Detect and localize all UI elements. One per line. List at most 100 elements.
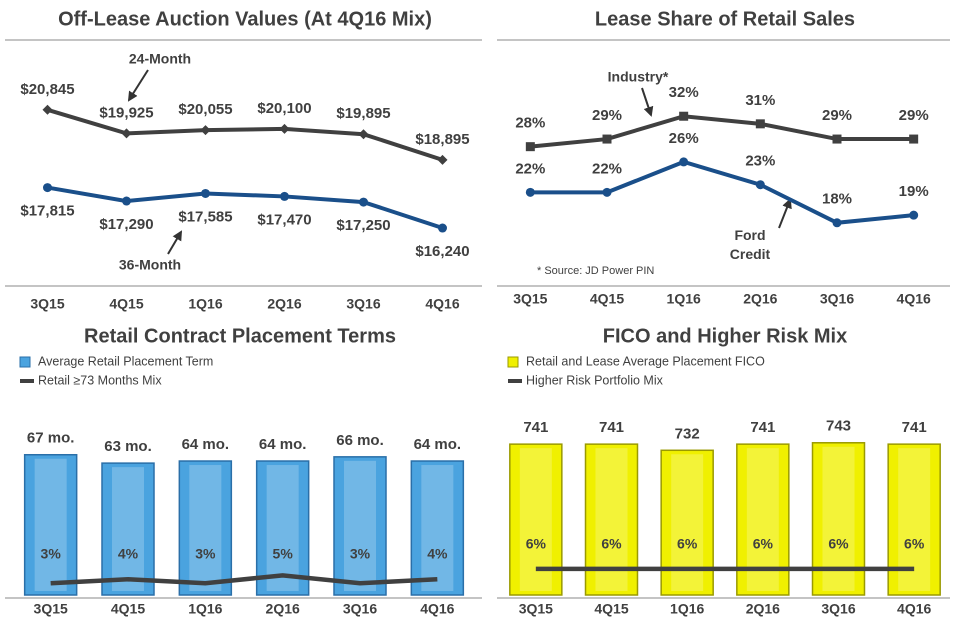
x-tick-label: 4Q15 bbox=[590, 291, 624, 307]
data-label: 4% bbox=[427, 546, 448, 562]
series-annotation: 36-Month bbox=[119, 257, 181, 273]
data-label: 18% bbox=[822, 191, 852, 208]
point bbox=[359, 197, 368, 207]
bar bbox=[333, 456, 387, 596]
legend-swatch bbox=[507, 356, 519, 368]
data-label: 63 mo. bbox=[104, 438, 152, 455]
x-tick-label: 2Q16 bbox=[267, 296, 301, 312]
data-label: 741 bbox=[902, 419, 927, 436]
data-label: $17,470 bbox=[257, 211, 311, 228]
data-label: 743 bbox=[826, 418, 851, 435]
point bbox=[122, 196, 131, 206]
point bbox=[42, 104, 53, 115]
data-label: 31% bbox=[745, 92, 775, 109]
x-tick-label: 4Q16 bbox=[420, 601, 454, 617]
x-tick-label: 1Q16 bbox=[188, 601, 222, 617]
point bbox=[280, 191, 289, 201]
series-annotation: 24-Month bbox=[129, 51, 191, 67]
x-tick-label: 1Q16 bbox=[188, 296, 222, 312]
point bbox=[201, 188, 210, 198]
point bbox=[755, 180, 765, 190]
data-label: 6% bbox=[601, 536, 622, 552]
data-label: $20,055 bbox=[178, 101, 232, 118]
x-tick-label: 2Q16 bbox=[266, 601, 300, 617]
point bbox=[602, 134, 612, 144]
point bbox=[43, 183, 52, 193]
point bbox=[438, 223, 447, 233]
x-tick-label: 3Q16 bbox=[821, 601, 855, 617]
series-annotation: Industry* bbox=[608, 69, 669, 85]
legend-label: Retail and Lease Average Placement FICO bbox=[526, 354, 765, 368]
data-label: 5% bbox=[273, 546, 294, 562]
data-label: $19,895 bbox=[336, 105, 390, 122]
line bbox=[47, 185, 444, 230]
data-label: 29% bbox=[899, 107, 929, 124]
data-label: 3% bbox=[41, 546, 62, 562]
data-label: 67 mo. bbox=[27, 430, 75, 447]
x-tick-label: 2Q16 bbox=[746, 601, 780, 617]
x-tick-label: 4Q16 bbox=[897, 291, 931, 307]
data-label: 29% bbox=[592, 107, 622, 124]
legend-swatch bbox=[19, 356, 31, 368]
line bbox=[530, 114, 914, 149]
data-label: 741 bbox=[599, 419, 624, 436]
point bbox=[279, 123, 290, 134]
bar bbox=[255, 460, 310, 596]
chart-title: Off-Lease Auction Values (At 4Q16 Mix) bbox=[58, 8, 432, 30]
data-label: 6% bbox=[904, 536, 925, 552]
x-tick-label: 2Q16 bbox=[743, 291, 777, 307]
data-label: $16,240 bbox=[415, 243, 469, 260]
x-tick-label: 3Q15 bbox=[34, 601, 68, 617]
bar-highlight bbox=[344, 460, 376, 591]
point bbox=[679, 111, 689, 121]
chart-title: Retail Contract Placement Terms bbox=[84, 325, 396, 347]
data-label: 64 mo. bbox=[182, 436, 230, 453]
line bbox=[530, 159, 914, 225]
legend-swatch bbox=[20, 379, 34, 383]
chart-title: Lease Share of Retail Sales bbox=[595, 8, 855, 30]
data-label: 64 mo. bbox=[259, 436, 307, 453]
data-label: 741 bbox=[750, 419, 775, 436]
separators bbox=[5, 39, 950, 599]
data-label: 28% bbox=[515, 115, 545, 132]
x-tick-label: 3Q15 bbox=[30, 296, 64, 312]
legend-swatch bbox=[508, 379, 522, 383]
data-label: 64 mo. bbox=[414, 436, 462, 453]
legend-label: Average Retail Placement Term bbox=[38, 354, 213, 368]
data-label: 4% bbox=[118, 546, 139, 562]
source-note: * Source: JD Power PIN bbox=[537, 265, 654, 277]
bar bbox=[101, 462, 155, 596]
point bbox=[437, 154, 448, 165]
data-label: 3% bbox=[195, 546, 216, 562]
point bbox=[358, 129, 369, 140]
point bbox=[832, 134, 842, 144]
bar bbox=[410, 460, 465, 596]
arrow bbox=[641, 87, 654, 117]
arrow bbox=[127, 69, 149, 102]
data-label: 26% bbox=[669, 130, 699, 147]
x-tick-label: 4Q16 bbox=[897, 601, 931, 617]
bar bbox=[23, 453, 78, 596]
data-label: 6% bbox=[677, 536, 698, 552]
point bbox=[909, 210, 919, 220]
legend-label: Retail ≥73 Months Mix bbox=[38, 373, 162, 387]
series-annotation: Ford Credit bbox=[729, 227, 771, 262]
point bbox=[909, 134, 919, 144]
point bbox=[121, 128, 132, 139]
data-label: $20,100 bbox=[257, 100, 311, 117]
arrow bbox=[778, 198, 792, 229]
x-tick-label: 3Q16 bbox=[346, 296, 380, 312]
bar-highlight bbox=[266, 465, 299, 591]
x-tick-label: 4Q15 bbox=[111, 601, 145, 617]
x-tick-label: 4Q15 bbox=[109, 296, 143, 312]
point bbox=[525, 142, 535, 152]
data-label: $19,925 bbox=[99, 104, 153, 121]
data-label: 3% bbox=[350, 546, 371, 562]
x-tick-label: 3Q16 bbox=[820, 291, 854, 307]
data-label: $20,845 bbox=[20, 81, 74, 98]
data-label: 732 bbox=[675, 425, 700, 442]
x-tick-label: 3Q16 bbox=[343, 601, 377, 617]
x-tick-label: 4Q15 bbox=[594, 601, 628, 617]
legend-label: Higher Risk Portfolio Mix bbox=[526, 373, 664, 387]
